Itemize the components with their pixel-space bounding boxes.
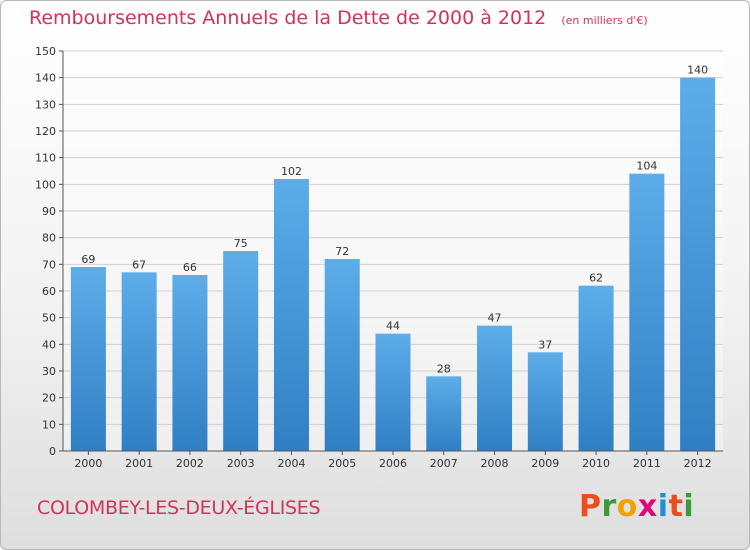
data-label: 44 [386,320,400,333]
y-tick-label: 30 [42,365,56,378]
x-tick-label: 2000 [74,457,102,470]
chart-subtitle: (en milliers d'€) [561,14,648,27]
y-tick-label: 120 [35,125,56,138]
logo-letter: i [683,489,695,524]
x-tick-label: 2007 [430,457,458,470]
logo-letter: o [616,489,638,524]
x-tick-label: 2004 [277,457,305,470]
y-tick-label: 70 [42,258,56,271]
bar [426,376,462,451]
data-label: 28 [437,362,451,375]
bar [70,267,106,451]
data-label: 62 [589,272,603,285]
x-tick-label: 2005 [328,457,356,470]
logo-letter: x [637,489,658,524]
bar-series: 69 67 66 75 102 72 44 28 47 37 62 104 140 [70,64,716,452]
x-tick-label: 2002 [176,457,204,470]
data-label: 37 [538,338,552,351]
bar [477,325,513,451]
x-tick-label: 2006 [379,457,407,470]
y-tick-label: 0 [49,445,56,458]
x-tick-label: 2012 [684,457,712,470]
bar [223,251,259,451]
y-tick-label: 20 [42,392,56,405]
y-tick-label: 60 [42,285,56,298]
data-label: 67 [132,258,146,271]
logo-letter: i [657,489,669,524]
logo-letter: t [668,489,684,524]
y-tick-label: 50 [42,312,56,325]
x-tick-label: 2009 [531,457,559,470]
axes: 0 10 20 30 40 50 60 70 80 90 100 110 120 130 140 150 200… [35,45,723,470]
x-tick-label: 2011 [633,457,661,470]
bar [121,272,157,451]
data-label: 102 [281,165,302,178]
x-tick-label: 2010 [582,457,610,470]
data-label: 66 [183,261,197,274]
y-tick-label: 150 [35,45,56,58]
data-label: 69 [81,253,95,266]
y-tick-label: 40 [42,338,56,351]
bar [527,352,563,451]
x-tick-label: 2008 [481,457,509,470]
y-tick-label: 110 [35,152,56,165]
logo-letter: P [579,489,602,524]
bar [680,77,716,452]
y-tick-label: 100 [35,178,56,191]
bar [375,333,411,451]
proxiti-logo: Proxiti [579,489,694,524]
logo-letter: r [601,489,617,524]
bar [324,259,360,451]
y-tick-label: 10 [42,418,56,431]
title-row: Remboursements Annuels de la Dette de 20… [29,7,648,29]
y-tick-label: 140 [35,72,56,85]
chart-title: Remboursements Annuels de la Dette de 20… [29,7,547,29]
bar [578,285,614,451]
commune-name: COLOMBEY-LES-DEUX-ÉGLISES [37,497,321,519]
bar [629,173,665,451]
y-tick-label: 90 [42,205,56,218]
data-label: 75 [234,237,248,250]
data-label: 72 [335,245,349,258]
bar [273,179,309,451]
bar [172,275,208,451]
data-label: 104 [636,160,657,173]
x-tick-label: 2003 [227,457,255,470]
y-tick-label: 80 [42,232,56,245]
x-tick-label: 2001 [125,457,153,470]
y-tick-label: 130 [35,98,56,111]
data-label: 47 [488,312,502,325]
data-label: 140 [687,64,708,77]
